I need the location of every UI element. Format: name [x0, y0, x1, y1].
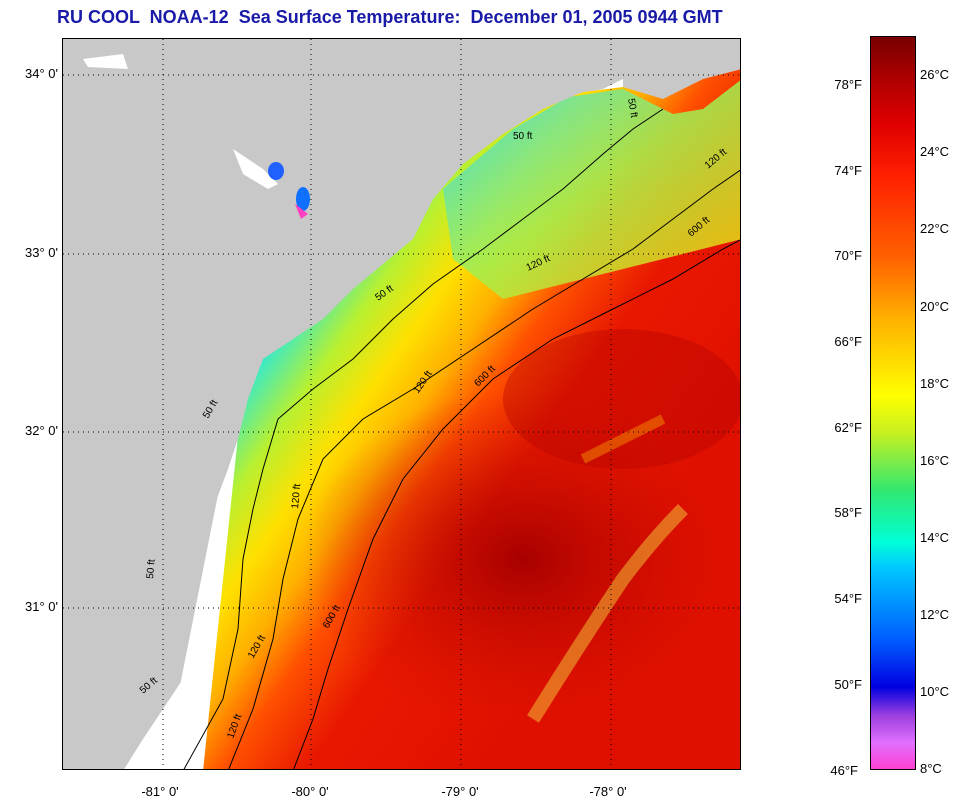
- fahrenheit-label: 46°F: [798, 763, 858, 779]
- chart-title: RU COOL NOAA-12 Sea Surface Temperature:…: [57, 4, 777, 30]
- celsius-label: 20°C: [920, 299, 960, 315]
- isobath-label: 50 ft: [145, 559, 158, 580]
- isobath-label: 50 ft: [513, 131, 533, 142]
- fahrenheit-label: 74°F: [802, 163, 862, 179]
- fahrenheit-label: 66°F: [802, 334, 862, 350]
- celsius-label: 14°C: [920, 530, 960, 546]
- celsius-label: 26°C: [920, 67, 960, 83]
- celsius-label: 8°C: [920, 761, 960, 777]
- celsius-label: 16°C: [920, 453, 960, 469]
- latitude-label: 33° 0': [8, 245, 58, 261]
- fahrenheit-label: 70°F: [802, 248, 862, 264]
- fahrenheit-label: 58°F: [802, 505, 862, 521]
- fahrenheit-label: 62°F: [802, 420, 862, 436]
- temperature-colorbar: [870, 36, 916, 770]
- longitude-label: -81° 0': [130, 784, 190, 800]
- celsius-label: 24°C: [920, 144, 960, 160]
- latitude-label: 32° 0': [8, 423, 58, 439]
- fahrenheit-label: 54°F: [802, 591, 862, 607]
- longitude-label: -80° 0': [280, 784, 340, 800]
- celsius-label: 10°C: [920, 684, 960, 700]
- fahrenheit-label: 78°F: [802, 77, 862, 93]
- celsius-label: 18°C: [920, 376, 960, 392]
- longitude-label: -78° 0': [578, 784, 638, 800]
- isobath-label: 120 ft: [290, 483, 303, 509]
- latitude-label: 34° 0': [8, 66, 58, 82]
- sst-map-canvas: 50 ft 50 ft 50 ft 50 ft 50 ft 120 ft 120…: [63, 39, 741, 770]
- sst-map: 50 ft 50 ft 50 ft 50 ft 50 ft 120 ft 120…: [62, 38, 741, 770]
- celsius-label: 22°C: [920, 221, 960, 237]
- latitude-label: 31° 0': [8, 599, 58, 615]
- fahrenheit-label: 50°F: [802, 677, 862, 693]
- longitude-label: -79° 0': [430, 784, 490, 800]
- celsius-label: 12°C: [920, 607, 960, 623]
